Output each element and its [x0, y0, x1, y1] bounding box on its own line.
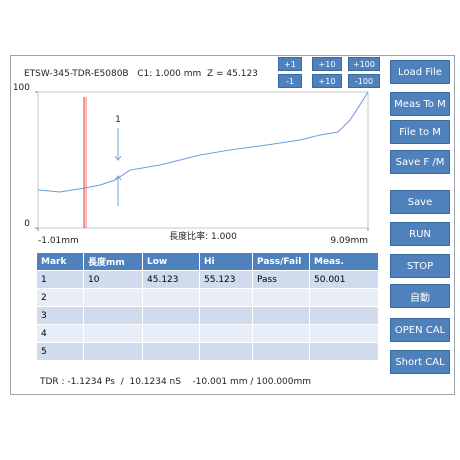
table-cell [199, 324, 253, 343]
column-header: 長度mm [83, 252, 143, 271]
window-frame [10, 55, 455, 395]
step-button[interactable]: -100 [348, 74, 380, 88]
table-cell: 45.123 [142, 270, 200, 289]
side-button[interactable]: Save [390, 190, 450, 214]
table-cell [83, 288, 143, 307]
table-cell: 10 [83, 270, 143, 289]
table-cell [252, 288, 310, 307]
chart: 0 100 -1.01mm 9.09mm 長度比率: 1.000 1 [13, 83, 369, 246]
step-button[interactable]: +1 [278, 57, 302, 71]
table-cell [252, 324, 310, 343]
column-header: Mark [36, 252, 84, 271]
table-cell [252, 342, 310, 361]
table-cell: 1 [36, 270, 84, 289]
footer: TDR : -1.1234 Ps / 10.1234 nS -10.001 mm… [40, 377, 312, 387]
table-cell: 4 [36, 324, 84, 343]
y-tick-label: 0 [24, 219, 30, 229]
side-button[interactable]: Meas To M [390, 92, 450, 116]
table-cell [252, 306, 310, 325]
y-tick-label: 100 [13, 83, 30, 93]
header-row: Mark 長度mm Low Hi Pass/Fail Meas. [36, 252, 379, 271]
step-button[interactable]: +10 [312, 74, 342, 88]
side-button[interactable]: RUN [390, 222, 450, 246]
table-cell: 55.123 [199, 270, 253, 289]
table-cell [142, 288, 200, 307]
table-cell: Pass [252, 270, 310, 289]
table-cell [83, 342, 143, 361]
side-button[interactable]: Load File [390, 60, 450, 84]
side-button[interactable]: STOP [390, 254, 450, 278]
column-header: Hi [199, 252, 253, 271]
table-row: 1 10 45.123 55.123 Pass 50.001 [36, 270, 379, 289]
step-button[interactable]: -1 [278, 74, 302, 88]
table-row: 4 [36, 324, 379, 343]
table-cell [309, 288, 379, 307]
table-cell [309, 342, 379, 361]
table-row: 3 [36, 306, 379, 325]
step-button[interactable]: +100 [348, 57, 380, 71]
x-tick-label: 9.09mm [330, 236, 368, 246]
step-button[interactable]: +10 [312, 57, 342, 71]
side-button[interactable]: Save F /M [390, 150, 450, 174]
side-button[interactable]: File to M [390, 120, 450, 144]
table-cell [199, 288, 253, 307]
table-cell [309, 324, 379, 343]
data-table: Mark 長度mm Low Hi Pass/Fail Meas. 1 10 45.123 55.1… [36, 252, 379, 361]
trace [37, 91, 369, 193]
table-cell: 5 [36, 342, 84, 361]
table-row: 5 [36, 342, 379, 361]
table-cell [142, 342, 200, 361]
table-cell [142, 306, 200, 325]
marker-arrow [114, 128, 122, 206]
x-axis-label: 長度比率: 1.000 [169, 230, 237, 242]
table-cell [83, 306, 143, 325]
column-header: Meas. [309, 252, 379, 271]
x-tick-label: -1.01mm [38, 236, 79, 246]
table-cell [142, 324, 200, 343]
side-button[interactable]: OPEN CAL [390, 318, 450, 342]
side-button[interactable]: 自動 [390, 284, 450, 308]
table-cell [83, 324, 143, 343]
table-row: 2 [36, 288, 379, 307]
table-cell: 3 [36, 306, 84, 325]
plot-area [37, 91, 369, 229]
column-header: Low [142, 252, 200, 271]
table-cell [199, 342, 253, 361]
side-button[interactable]: Short CAL [390, 350, 450, 374]
table-cell: 2 [36, 288, 84, 307]
table-cell [199, 306, 253, 325]
column-header: Pass/Fail [252, 252, 310, 271]
marker-label: 1 [115, 115, 121, 125]
table-cell: 50.001 [309, 270, 379, 289]
title: ETSW-345-TDR-E5080B C1: 1.000 mm Z = 45.… [24, 69, 258, 79]
table-cell [309, 306, 379, 325]
